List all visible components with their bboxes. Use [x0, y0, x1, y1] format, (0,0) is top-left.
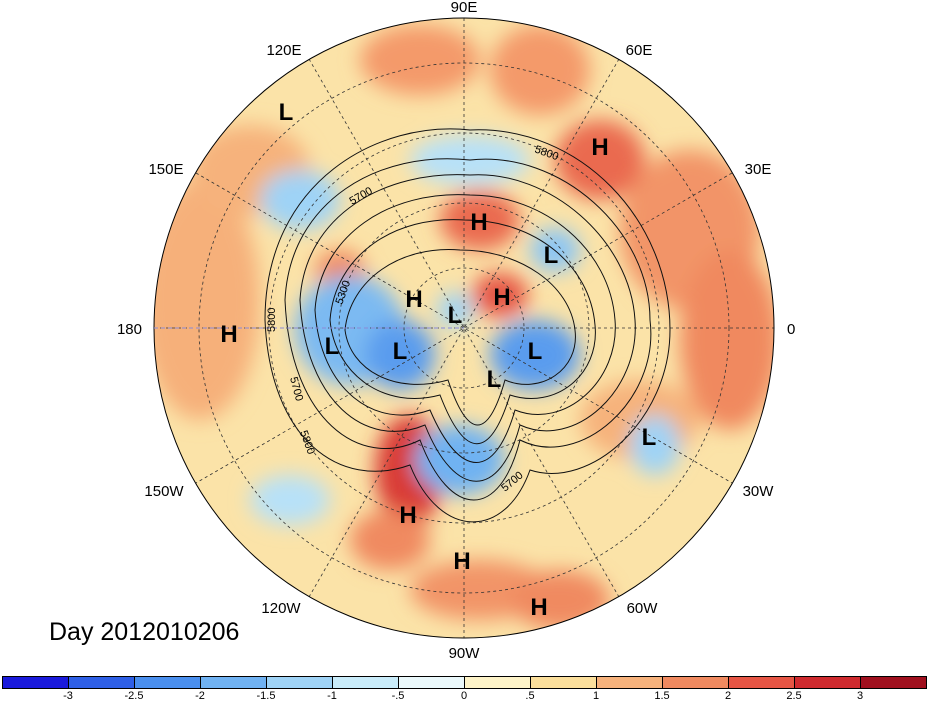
colorbar: -3 -2.5 -2 -1.5 -1 -.5 0 .5 1 1.5 2 2.5 3: [0, 674, 928, 702]
colorbar-swatch: [68, 676, 135, 689]
lon-label-60w: 60W: [627, 600, 659, 617]
pressure-center: L: [544, 242, 559, 269]
colorbar-tick-label: -1: [327, 690, 337, 702]
pressure-center: H: [591, 134, 608, 161]
colorbar-tick-label: 2: [724, 690, 732, 702]
pressure-center: H: [453, 548, 470, 575]
colorbar-tick-label: -2.5: [124, 690, 144, 702]
polar-map: 5700 5800 5300 5800 5700 5800 5700 90E 6…: [117, 0, 795, 662]
pressure-centers: L H H L H H L H L L L L L H H H: [220, 99, 656, 621]
colorbar-swatch: [200, 676, 267, 689]
colorbar-swatch: [266, 676, 333, 689]
colorbar-tick-label: .5: [525, 690, 535, 702]
pressure-center: L: [487, 366, 502, 393]
colorbar-tick-label: 1.5: [654, 690, 670, 702]
pressure-center: L: [393, 338, 408, 365]
lon-label-30w: 30W: [743, 483, 775, 500]
pressure-center: H: [405, 286, 422, 313]
colorbar-tick-label: 0: [460, 690, 468, 702]
colorbar-tick-label: -2: [195, 690, 205, 702]
colorbar-swatch: [464, 676, 531, 689]
contour-label: 5800: [266, 308, 278, 332]
longitude-labels: 90E 60E 30E 0 30W 60W 90W 120W 150W 180 …: [117, 0, 795, 662]
colorbar-swatch: [2, 676, 69, 689]
pressure-center: H: [470, 209, 487, 236]
lon-label-150e: 150E: [148, 161, 183, 178]
anomaly-field: [154, 18, 774, 638]
colorbar-tick-label: -3: [63, 690, 73, 702]
lon-label-90e: 90E: [451, 0, 478, 16]
colorbar-swatch: [332, 676, 399, 689]
colorbar-swatch: [728, 676, 795, 689]
pressure-center: L: [279, 99, 294, 126]
pressure-center: L: [448, 302, 463, 329]
pressure-center: H: [530, 594, 547, 621]
colorbar-swatch: [398, 676, 465, 689]
lon-label-60e: 60E: [626, 42, 653, 59]
height-contours: [264, 128, 671, 523]
lon-label-90w: 90W: [449, 645, 481, 662]
lon-label-180: 180: [117, 321, 142, 338]
lon-label-120e: 120E: [266, 42, 301, 59]
pressure-center: H: [220, 321, 237, 348]
lon-label-0: 0: [787, 321, 795, 338]
colorbar-tick-label: -1.5: [256, 690, 276, 702]
colorbar-swatch: [662, 676, 729, 689]
pressure-center: L: [528, 338, 543, 365]
colorbar-swatch: [596, 676, 663, 689]
pressure-center: H: [493, 284, 510, 311]
colorbar-swatch: [860, 676, 927, 689]
lon-label-120w: 120W: [261, 600, 301, 617]
lon-label-30e: 30E: [745, 161, 772, 178]
colorbar-tick-label: 1: [592, 690, 600, 702]
pressure-center: H: [399, 502, 416, 529]
lon-label-150w: 150W: [144, 483, 184, 500]
colorbar-swatch: [530, 676, 597, 689]
colorbar-swatch: [794, 676, 861, 689]
pressure-center: L: [325, 333, 340, 360]
pressure-center: L: [642, 424, 657, 451]
colorbar-swatch: [134, 676, 201, 689]
colorbar-tick-label: 2.5: [786, 690, 802, 702]
colorbar-tick-label: -.5: [391, 690, 405, 702]
date-title: Day 2012010206: [49, 618, 240, 646]
colorbar-tick-label: 3: [856, 690, 864, 702]
